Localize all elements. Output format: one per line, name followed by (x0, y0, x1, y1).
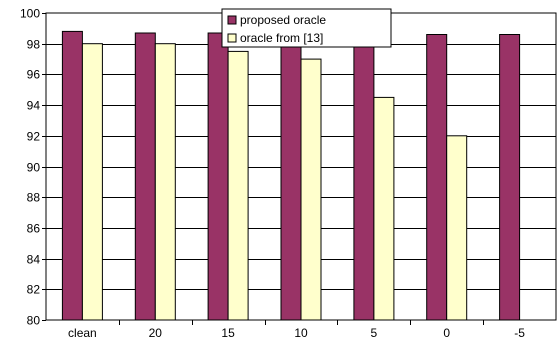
legend-swatch-proposed (227, 15, 237, 25)
legend-label-oracle13: oracle from [13] (240, 31, 323, 45)
bar-proposed (134, 32, 156, 321)
y-tick-label: 100 (20, 7, 40, 21)
legend-label-proposed: proposed oracle (240, 13, 326, 27)
x-tick-label: 5 (371, 326, 378, 340)
y-tick-label: 94 (27, 99, 41, 113)
bar-proposed (353, 32, 375, 321)
x-tick-label: 0 (443, 326, 450, 340)
y-tick-label: 96 (27, 68, 41, 82)
bar-oracle13 (373, 96, 395, 321)
bar-proposed (207, 32, 229, 321)
y-tick-label: 90 (27, 161, 41, 175)
x-tick-label: clean (68, 326, 97, 340)
bar-proposed (280, 34, 302, 321)
x-axis-ticks: clean 20 15 10 5 0 -5 (68, 320, 525, 340)
bar-oracle13 (446, 135, 468, 321)
y-tick-label: 86 (27, 222, 41, 236)
x-tick-label: 20 (149, 326, 163, 340)
bar-proposed (61, 30, 83, 321)
y-tick-label: 80 (27, 314, 41, 328)
bar-oracle13 (300, 58, 322, 321)
bar-oracle13 (227, 50, 249, 321)
y-tick-label: 82 (27, 283, 41, 297)
bar-oracle13 (81, 43, 103, 321)
x-tick-label: 15 (221, 326, 235, 340)
y-tick-label: 92 (27, 130, 41, 144)
bar-oracle13 (154, 43, 176, 321)
legend-box (221, 8, 392, 48)
legend: proposed oracle oracle from [13] (221, 8, 392, 48)
y-axis-ticks: 80 82 84 86 88 90 92 94 96 98 100 (20, 7, 46, 328)
y-tick-label: 98 (27, 38, 41, 52)
bar-proposed (426, 34, 448, 321)
bar-proposed (499, 34, 521, 321)
y-tick-label: 84 (27, 253, 41, 267)
x-tick-label: 10 (294, 326, 308, 340)
y-tick-label: 88 (27, 191, 41, 205)
legend-swatch-oracle13 (227, 33, 237, 43)
bars (61, 30, 521, 321)
x-tick-label: -5 (514, 326, 525, 340)
